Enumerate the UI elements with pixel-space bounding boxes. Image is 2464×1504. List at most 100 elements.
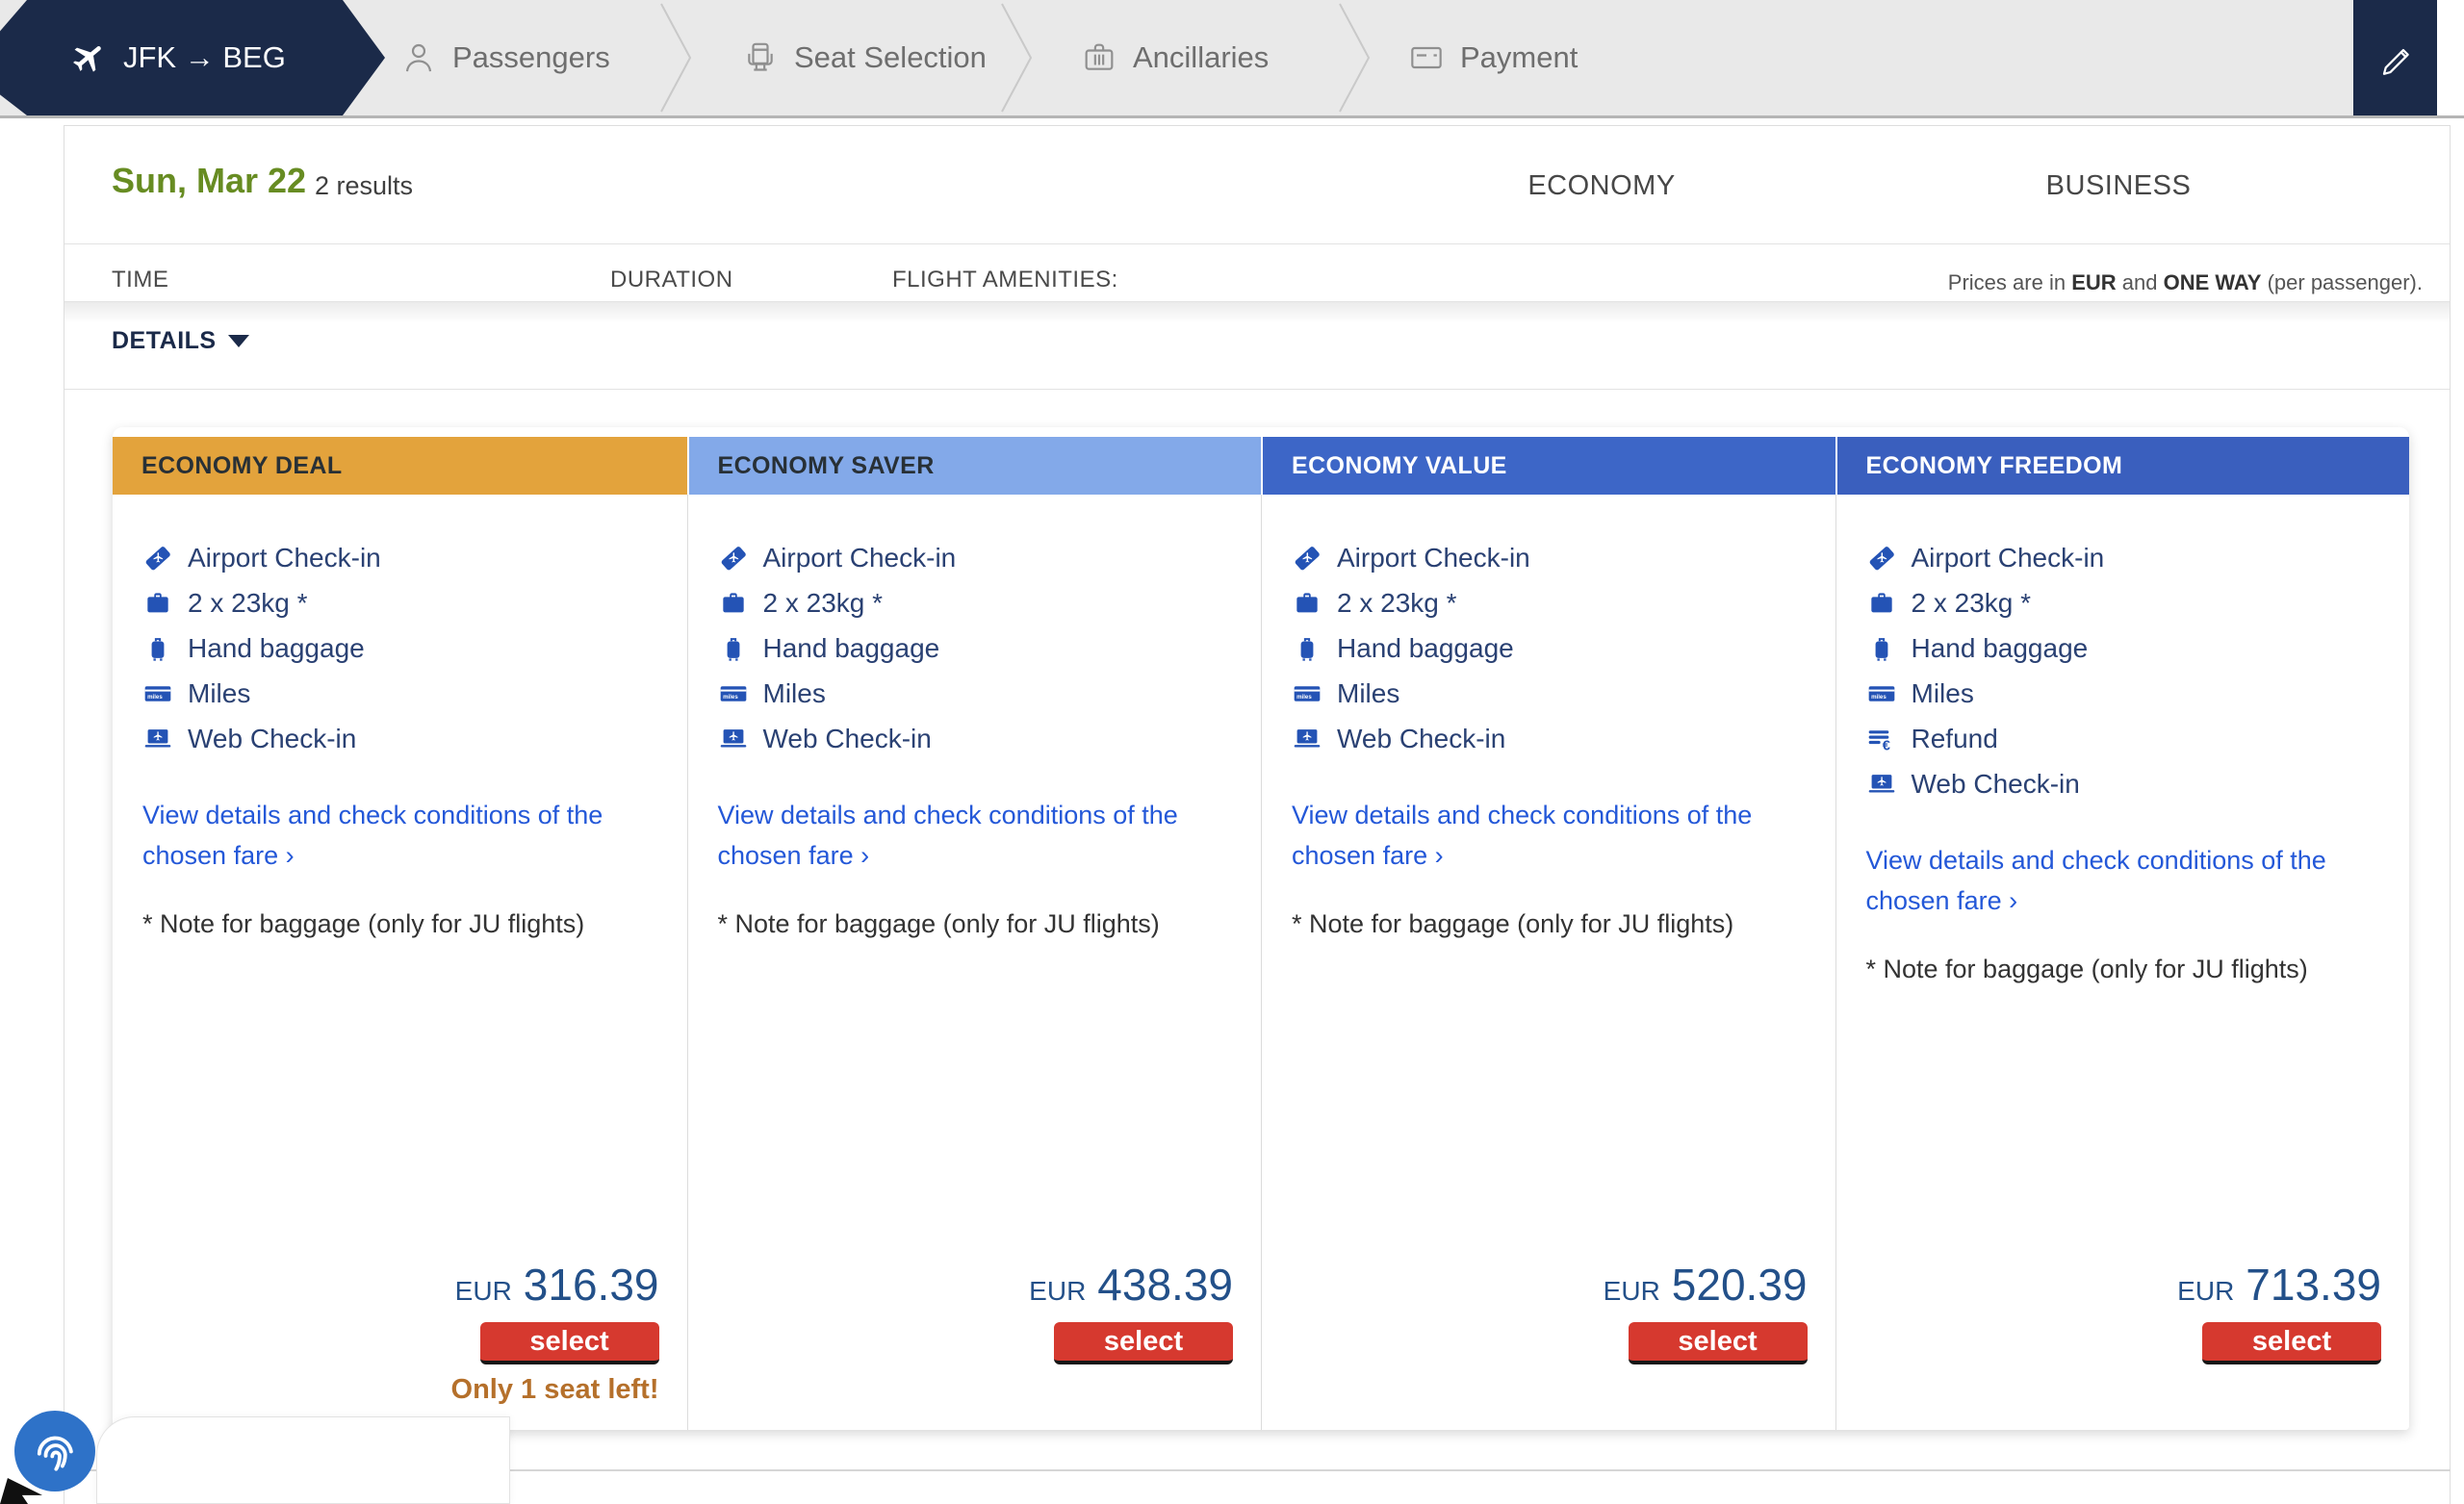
feature-hand-baggage: Hand baggage [718,630,1234,667]
fingerprint-icon [29,1425,81,1477]
ticket-icon [718,543,749,574]
divider [64,301,2450,302]
price-currency: EUR [454,1276,512,1306]
select-fare-button[interactable]: select [2202,1322,2381,1364]
view-fare-details-link[interactable]: View details and check conditions of the… [142,801,603,870]
baggage-note: * Note for baggage (only for JU flights) [1865,955,2308,983]
feature-baggage: 2 x 23kg * [1866,585,2382,622]
column-header-time: TIME [112,267,169,293]
ticket-icon [142,543,173,574]
step-label: Ancillaries [1133,40,1270,74]
feature-label: Miles [762,678,826,708]
plane-icon [59,29,116,86]
feature-web-checkin: Web Check-in [1292,721,1808,757]
feature-refund: Refund [1866,721,2382,757]
details-toggle[interactable]: DETAILS [112,327,249,355]
price: EUR 520.39 [1604,1259,1808,1311]
price: EUR 713.39 [2177,1259,2381,1311]
fare-header: ECONOMY SAVER [686,437,1261,495]
price-currency: EUR [2177,1276,2235,1306]
miles-card-icon [1292,678,1322,709]
feature-airport-checkin: Airport Check-in [142,540,659,576]
stepper-tab-passengers[interactable]: Passengers [399,0,610,115]
miles-card-icon [1866,678,1897,709]
stepper-tab-route[interactable]: JFK → BEG [0,0,385,115]
feature-label: Hand baggage [188,633,365,663]
section-divider [64,1469,2451,1471]
feature-label: Miles [188,678,251,708]
feature-airport-checkin: Airport Check-in [1292,540,1808,576]
person-icon [399,38,438,77]
hand-baggage-icon [142,633,173,664]
privacy-fingerprint-button[interactable] [14,1411,95,1491]
baggage-note: * Note for baggage (only for JU flights) [717,909,1160,938]
feature-label: 2 x 23kg * [762,588,884,618]
feature-miles: Miles [142,676,659,712]
feature-web-checkin: Web Check-in [718,721,1234,757]
edit-search-button[interactable] [2353,0,2437,115]
stepper-underline [0,115,2464,118]
hand-baggage-icon [718,633,749,664]
price: EUR 438.39 [1029,1259,1233,1311]
fare-column-economy-saver: ECONOMY SAVER Airport Check-in 2 x 23kg … [686,437,1261,1430]
fare-body: Airport Check-in 2 x 23kg * Hand baggage… [1836,495,2410,1430]
hand-baggage-icon [1292,633,1322,664]
fare-column-economy-deal: ECONOMY DEAL Airport Check-in 2 x 23kg *… [113,437,687,1430]
miles-card-icon [142,678,173,709]
feature-hand-baggage: Hand baggage [142,630,659,667]
feature-label: Hand baggage [762,633,940,663]
note-currency: EUR [2071,270,2117,294]
feature-label: 2 x 23kg * [188,588,308,618]
web-checkin-icon [1292,724,1322,754]
feature-label: Airport Check-in [1337,543,1530,573]
divider [64,389,2450,390]
route-label: JFK → BEG [123,40,286,74]
feature-label: Web Check-in [188,724,357,753]
feature-miles: Miles [1866,676,2382,712]
view-fare-details-link[interactable]: View details and check conditions of the… [717,801,1178,870]
feature-label: 2 x 23kg * [1337,588,1457,618]
seat-icon [741,38,780,77]
briefcase-icon [1080,38,1118,77]
flight-date: Sun, Mar 22 [112,161,307,200]
select-fare-button[interactable]: select [1628,1322,1808,1364]
price-currency: EUR [1603,1276,1660,1306]
credit-card-icon [1407,38,1446,77]
feature-label: Refund [1911,724,1998,753]
stepper-tab-seat-selection[interactable]: Seat Selection [741,0,987,115]
fare-header: ECONOMY FREEDOM [1835,437,2409,495]
feature-label: Web Check-in [1337,724,1506,753]
ticket-icon [1292,543,1322,574]
select-fare-button[interactable]: select [479,1322,659,1364]
stepper-tab-ancillaries[interactable]: Ancillaries [1080,0,1269,115]
fare-comparison-card: ECONOMY DEAL Airport Check-in 2 x 23kg *… [113,427,2409,1430]
price-amount: 316.39 [523,1260,659,1310]
suitcase-icon [1292,588,1322,619]
fare-header: ECONOMY VALUE [1261,437,1835,495]
suitcase-icon [142,588,173,619]
miles-card-icon [718,678,749,709]
web-checkin-icon [718,724,749,754]
column-header-amenities: FLIGHT AMENITIES: [892,267,1118,293]
cabin-header-business: BUSINESS [2045,170,2192,201]
price-block: EUR 713.39 select [2177,1259,2381,1413]
view-fare-details-link[interactable]: View details and check conditions of the… [1292,801,1753,870]
step-separators [660,3,1371,113]
feature-web-checkin: Web Check-in [1866,766,2382,803]
feature-miles: Miles [1292,676,1808,712]
select-fare-button[interactable]: select [1054,1322,1233,1364]
view-fare-details-link[interactable]: View details and check conditions of the… [1865,846,2326,915]
feature-list: Airport Check-in 2 x 23kg * Hand baggage… [142,540,659,757]
stepper-tab-payment[interactable]: Payment [1407,0,1578,115]
ticket-icon [1866,543,1897,574]
column-header-duration: DURATION [610,267,733,293]
price-block: EUR 438.39 select [1029,1259,1233,1413]
feature-miles: Miles [718,676,1234,712]
feature-hand-baggage: Hand baggage [1866,630,2382,667]
feature-label: Miles [1911,678,1974,708]
pencil-icon [2377,39,2414,76]
price-amount: 520.39 [1671,1260,1808,1310]
feature-airport-checkin: Airport Check-in [1866,540,2382,576]
seats-left-warning [1604,1370,1808,1413]
